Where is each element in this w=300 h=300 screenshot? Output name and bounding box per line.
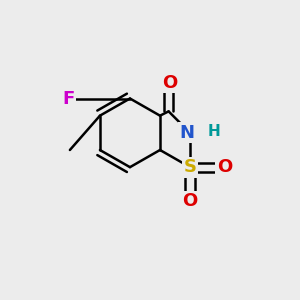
Text: O: O: [182, 193, 198, 211]
Text: N: N: [180, 124, 195, 142]
Text: O: O: [162, 74, 178, 92]
Text: S: S: [184, 158, 196, 176]
Text: O: O: [217, 158, 232, 176]
Text: F: F: [62, 89, 75, 107]
Text: H: H: [208, 124, 220, 139]
